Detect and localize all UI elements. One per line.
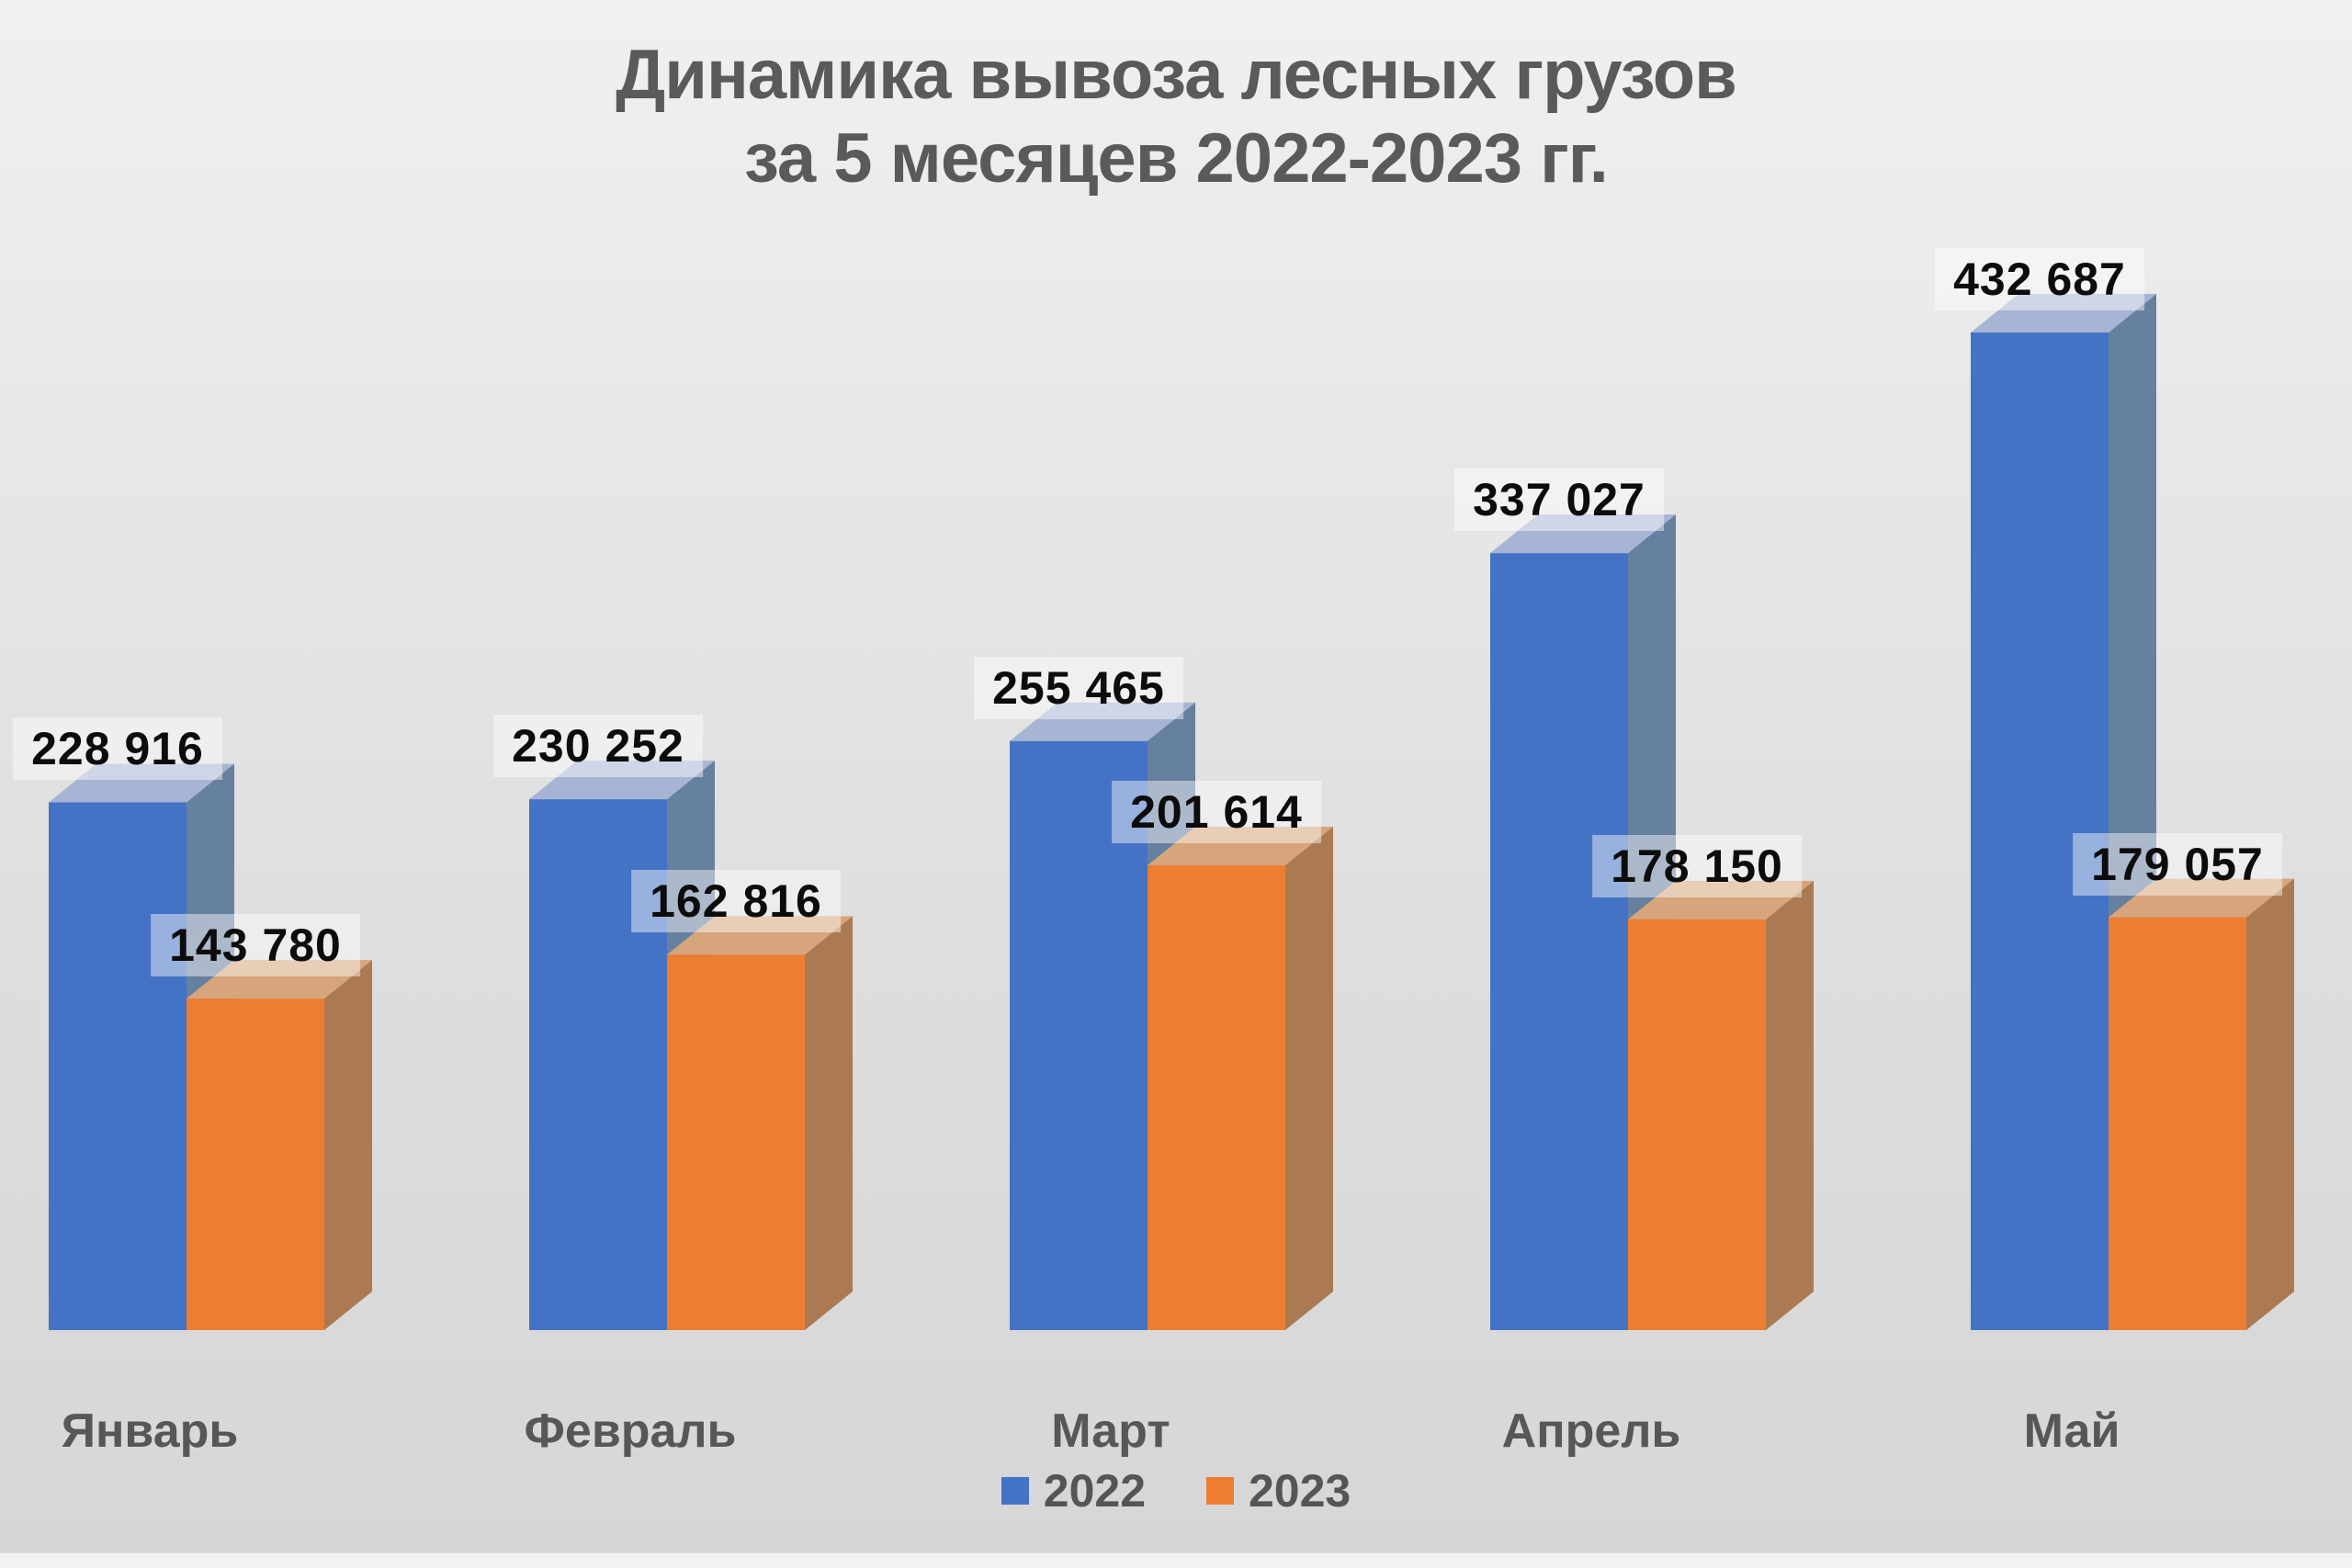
category-label-Январь: Январь	[61, 1404, 239, 1458]
bar-2022-Апрель-front-face	[1490, 553, 1628, 1330]
value-label-2023-Апрель: 178 150	[1592, 834, 1802, 897]
legend-item-2022: 2022	[1001, 1464, 1146, 1517]
slide-bottom-edge	[0, 1552, 2352, 1568]
bar-group-Февраль	[529, 761, 853, 1330]
legend: 2022 2023	[0, 1464, 2352, 1517]
chart-title-line-1: Динамика вывоза лесных грузов	[616, 36, 1737, 114]
bar-2022-Апрель-top-face	[1490, 514, 1676, 554]
value-label-2023-Январь: 143 780	[151, 914, 360, 977]
bar-2023-Апрель-top-face	[1628, 880, 1814, 919]
category-label-Апрель: Апрель	[1501, 1404, 1681, 1458]
bar-group-Май	[1971, 294, 2294, 1330]
value-label-2022-Февраль: 230 252	[493, 715, 703, 778]
bar-2022-Февраль-front-face	[529, 799, 667, 1330]
bar-2023-Апрель-front-face	[1628, 919, 1766, 1330]
legend-item-2023: 2023	[1206, 1464, 1351, 1517]
bar-2023-Февраль-front-face	[667, 954, 805, 1330]
bar-2023-Апрель-side-face	[1766, 880, 1814, 1330]
bar-2023-Февраль-side-face	[805, 916, 853, 1330]
bar-2022-Май-front-face	[1971, 333, 2109, 1330]
value-label-2022-Апрель: 337 027	[1454, 468, 1664, 532]
bar-group-Январь	[49, 763, 372, 1330]
legend-marker-2022-icon	[1001, 1477, 1029, 1505]
bar-group-Апрель	[1490, 514, 1814, 1330]
value-label-2022-Март: 255 465	[974, 656, 1183, 719]
bar-2023-Май-top-face	[2109, 878, 2294, 918]
chart-title: Динамика вывоза лесных грузов за 5 месяце…	[0, 33, 2352, 200]
value-label-2023-Февраль: 162 816	[631, 870, 841, 933]
legend-label-2022: 2022	[1043, 1465, 1146, 1517]
bar-2022-Март-top-face	[1010, 702, 1195, 741]
value-label-2023-Март: 201 614	[1112, 780, 1321, 843]
legend-label-2023: 2023	[1249, 1465, 1351, 1517]
bar-2022-Май-top-face	[1971, 294, 2156, 333]
value-label-2022-Май: 432 687	[1935, 248, 2144, 310]
bar-2022-Февраль-top-face	[529, 761, 715, 800]
legend-marker-2023-icon	[1206, 1477, 1234, 1505]
bar-2022-Март-front-face	[1010, 740, 1148, 1330]
bar-2023-Январь-front-face	[187, 998, 324, 1330]
bar-2023-Март-top-face	[1148, 826, 1333, 865]
category-label-Февраль: Февраль	[524, 1404, 737, 1458]
bar-group-Март	[1010, 702, 1333, 1330]
bar-2023-Январь-top-face	[187, 960, 372, 999]
value-label-2022-Январь: 228 916	[13, 717, 222, 781]
category-label-Май: Май	[2023, 1404, 2120, 1458]
bar-2022-Январь-top-face	[49, 763, 234, 803]
category-label-Март: Март	[1051, 1404, 1170, 1458]
bar-2023-Февраль-top-face	[667, 916, 853, 955]
chart-title-line-2: за 5 месяцев 2022-2023 гг.	[744, 119, 1609, 198]
bar-2023-Март-side-face	[1285, 826, 1333, 1330]
bar-2023-Январь-side-face	[324, 960, 372, 1330]
bar-2022-Январь-front-face	[49, 802, 187, 1330]
bar-2023-Май-front-face	[2109, 917, 2246, 1330]
bar-2023-Март-front-face	[1148, 864, 1285, 1330]
value-label-2023-Май: 179 057	[2073, 832, 2282, 896]
bar-2023-Май-side-face	[2246, 878, 2294, 1330]
